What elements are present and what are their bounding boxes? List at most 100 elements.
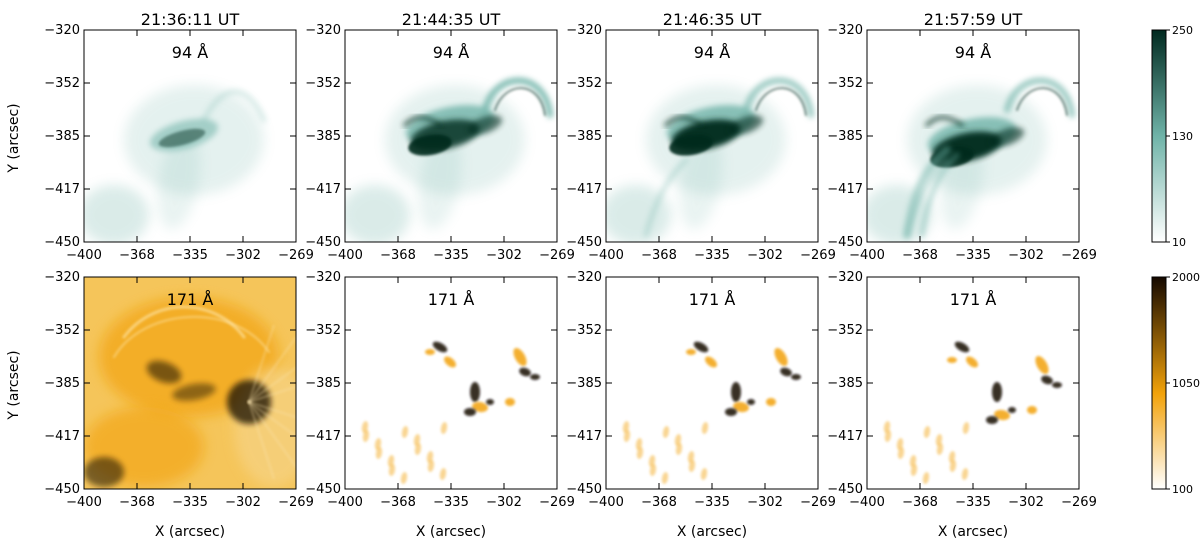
x-tick-label: −335 xyxy=(433,495,469,510)
y-tick-label: −385 xyxy=(827,129,863,144)
x-tick-label: −335 xyxy=(955,495,991,510)
y-tick-label: −417 xyxy=(305,429,341,444)
x-tick-label: −269 xyxy=(800,495,836,510)
x-tick-label: −368 xyxy=(380,248,416,263)
x-tick-label: −302 xyxy=(747,248,783,263)
y-tick-label: −352 xyxy=(305,323,341,338)
x-tick-label: −400 xyxy=(66,495,102,510)
y-tick-label: −417 xyxy=(827,182,863,197)
x-tick-label: −368 xyxy=(380,495,416,510)
y-tick-label: −352 xyxy=(305,76,341,91)
x-tick-label: −335 xyxy=(955,248,991,263)
y-axis-title-row1: Y (arcsec) xyxy=(6,103,22,173)
y-tick-label: −352 xyxy=(44,76,80,91)
x-tick-label: −368 xyxy=(902,495,938,510)
panel-row2-col2: 171 Å −320 −352 −385 −417 −450−400 −368 −335 −30… xyxy=(305,270,575,510)
y-tick-label: −417 xyxy=(827,429,863,444)
panel-row2-col1: 171 Å −320 −352 −385 −417 −450−400 −368 −335 −30… xyxy=(44,270,314,510)
y-tick-label: −417 xyxy=(44,182,80,197)
x-tick-label: −400 xyxy=(327,248,363,263)
x-tick-label: −335 xyxy=(172,248,208,263)
y-tick-label: −320 xyxy=(305,23,341,38)
wavelength-label-row2-col2: 171 Å xyxy=(428,290,475,309)
y-tick-label: −352 xyxy=(566,323,602,338)
y-tick-label: −320 xyxy=(44,23,80,38)
wavelength-label-row2-col3: 171 Å xyxy=(689,290,736,309)
timestamp-4: 21:57:59 UT xyxy=(924,10,1023,29)
x-tick-label: −269 xyxy=(278,495,314,510)
x-tick-label: −335 xyxy=(694,495,730,510)
timestamp-1: 21:36:11 UT xyxy=(141,10,240,29)
y-tick-label: −320 xyxy=(566,270,602,285)
y-tick-label: −450 xyxy=(44,482,80,497)
y-tick-label: −352 xyxy=(566,76,602,91)
x-tick-label: −269 xyxy=(278,248,314,263)
colorbar-171-min: 100 xyxy=(1172,483,1193,496)
colorbar-94-min: 10 xyxy=(1172,236,1186,249)
x-axis-title-1: X (arcsec) xyxy=(155,524,225,540)
x-tick-label: −368 xyxy=(902,248,938,263)
x-tick-label: −269 xyxy=(539,248,575,263)
x-tick-label: −302 xyxy=(225,495,261,510)
x-tick-label: −302 xyxy=(225,248,261,263)
y-tick-label: −450 xyxy=(44,235,80,250)
x-tick-label: −269 xyxy=(1061,248,1097,263)
x-tick-label: −368 xyxy=(641,495,677,510)
panel-row1-col4: 94 Å −320 −352 −385 −417 −450−400 −368 −335 −302… xyxy=(827,23,1097,263)
x-tick-label: −400 xyxy=(588,248,624,263)
x-tick-label: −269 xyxy=(539,495,575,510)
x-tick-label: −368 xyxy=(119,248,155,263)
y-tick-label: −385 xyxy=(305,376,341,391)
wavelength-label-row1-col3: 94 Å xyxy=(694,43,730,62)
y-tick-label: −385 xyxy=(44,129,80,144)
x-axis-title-3: X (arcsec) xyxy=(677,524,747,540)
y-tick-label: −320 xyxy=(827,270,863,285)
y-axis-title-row2: Y (arcsec) xyxy=(6,350,22,420)
wavelength-label-row2-col1: 171 Å xyxy=(167,290,214,309)
x-tick-label: −400 xyxy=(849,248,885,263)
y-tick-label: −320 xyxy=(827,23,863,38)
y-tick-label: −417 xyxy=(44,429,80,444)
y-tick-label: −417 xyxy=(566,429,602,444)
wavelength-label-row1-col2: 94 Å xyxy=(433,43,469,62)
x-axis-title-4: X (arcsec) xyxy=(938,524,1008,540)
x-tick-label: −302 xyxy=(1008,248,1044,263)
x-tick-label: −335 xyxy=(433,248,469,263)
y-tick-label: −385 xyxy=(305,129,341,144)
y-tick-label: −450 xyxy=(566,482,602,497)
wavelength-label-row1-col4: 94 Å xyxy=(955,43,991,62)
y-tick-label: −450 xyxy=(827,235,863,250)
y-tick-label: −385 xyxy=(44,376,80,391)
y-tick-label: −352 xyxy=(827,323,863,338)
panel-row2-col3: 171 Å −320 −352 −385 −417 −450−400 −368 −335 −30… xyxy=(566,270,836,510)
x-tick-label: −400 xyxy=(588,495,624,510)
y-tick-label: −417 xyxy=(566,182,602,197)
x-tick-label: −302 xyxy=(747,495,783,510)
x-axis-title-2: X (arcsec) xyxy=(416,524,486,540)
x-tick-label: −368 xyxy=(119,495,155,510)
y-tick-label: −450 xyxy=(827,482,863,497)
colorbar-171-max: 2000 xyxy=(1172,271,1200,284)
colorbar-94: 250 130 10 xyxy=(1151,24,1193,249)
y-tick-label: −385 xyxy=(566,376,602,391)
x-tick-label: −368 xyxy=(641,248,677,263)
y-tick-label: −450 xyxy=(305,235,341,250)
y-tick-label: −385 xyxy=(827,376,863,391)
colorbar-94-mid: 130 xyxy=(1172,130,1193,143)
colorbar-171-mid: 1050 xyxy=(1172,377,1200,390)
y-tick-label: −352 xyxy=(827,76,863,91)
x-tick-label: −269 xyxy=(1061,495,1097,510)
y-tick-label: −320 xyxy=(305,270,341,285)
wavelength-label-row1-col1: 94 Å xyxy=(172,43,208,62)
timestamp-2: 21:44:35 UT xyxy=(402,10,501,29)
x-tick-label: −269 xyxy=(800,248,836,263)
x-tick-label: −335 xyxy=(694,248,730,263)
x-tick-label: −335 xyxy=(172,495,208,510)
panel-row1-col1: 94 Å −320 −352 −385 −417 −450−400 −368 −335 −302… xyxy=(44,23,314,263)
panel-row1-col3: 94 Å −320 −352 −385 −417 −450−400 −368 −335 −302… xyxy=(566,23,836,263)
wavelength-label-row2-col4: 171 Å xyxy=(950,290,997,309)
y-tick-label: −450 xyxy=(566,235,602,250)
x-tick-label: −400 xyxy=(327,495,363,510)
y-tick-label: −320 xyxy=(566,23,602,38)
